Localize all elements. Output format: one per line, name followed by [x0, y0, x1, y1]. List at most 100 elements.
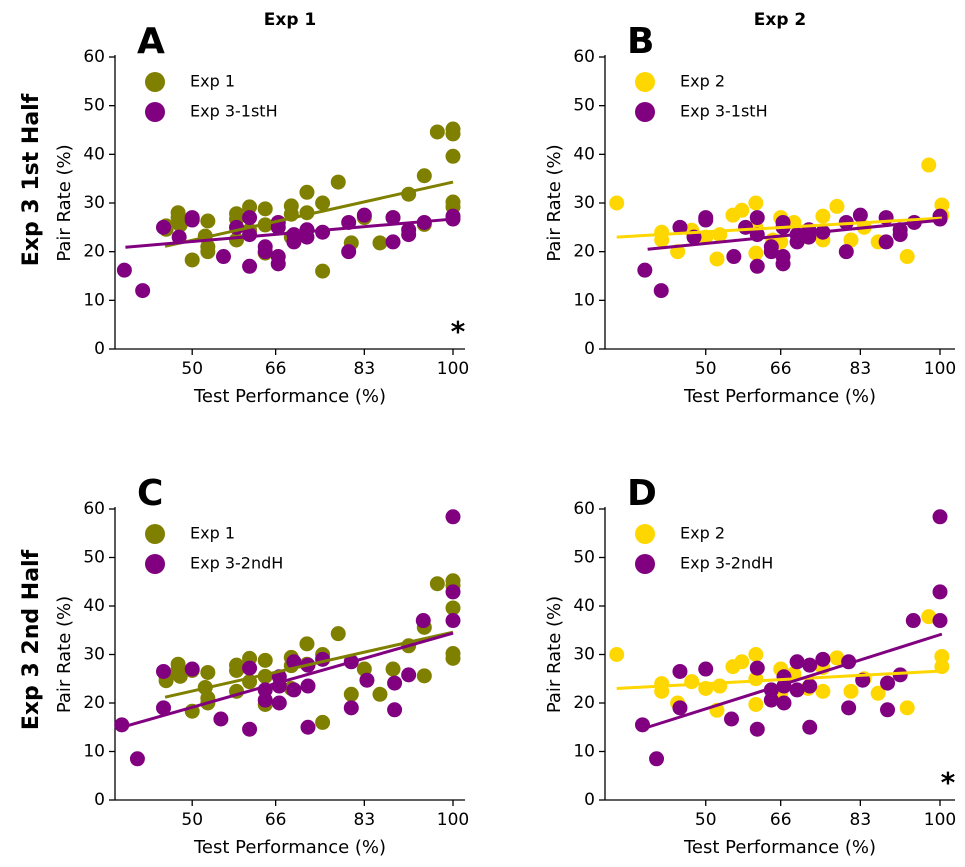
point — [672, 663, 688, 679]
point — [172, 217, 188, 233]
panel-letter: A — [137, 21, 165, 62]
point — [815, 651, 831, 667]
point — [749, 258, 765, 274]
legend-marker — [145, 554, 165, 574]
point — [843, 232, 859, 248]
y-tick-label: 20 — [83, 242, 105, 262]
point — [356, 207, 372, 223]
point — [921, 157, 937, 173]
y-axis-label: Pair Rate (%) — [54, 596, 75, 713]
point — [654, 232, 670, 248]
annotation: * — [451, 315, 466, 348]
fit-line — [647, 218, 943, 251]
point — [315, 263, 331, 279]
y-tick-label: 60 — [83, 47, 105, 67]
point — [300, 719, 316, 735]
point — [649, 751, 665, 767]
row-label: Exp 3 1st Half — [19, 93, 44, 266]
point — [172, 668, 188, 684]
point — [445, 126, 461, 142]
y-tick-label: 40 — [83, 596, 105, 616]
point — [215, 249, 231, 265]
x-tick-label: 50 — [695, 810, 717, 830]
point — [286, 654, 302, 670]
x-tick-label: 100 — [924, 359, 956, 379]
point — [724, 711, 740, 727]
x-axis-label: Test Performance (%) — [193, 837, 386, 858]
point — [843, 683, 859, 699]
point — [401, 227, 417, 243]
panel-letter: B — [627, 21, 654, 62]
point — [200, 213, 216, 229]
x-tick-label: 66 — [265, 810, 287, 830]
y-tick-label: 10 — [573, 290, 595, 310]
y-axis-label: Pair Rate (%) — [544, 596, 565, 713]
point — [815, 208, 831, 224]
y-tick-label: 50 — [573, 548, 595, 568]
y-tick-label: 50 — [573, 96, 595, 116]
point — [905, 613, 921, 629]
point — [257, 652, 273, 668]
x-tick-label: 100 — [924, 810, 956, 830]
legend-marker — [145, 72, 165, 92]
legend-marker — [635, 524, 655, 544]
legend-label: Exp 2 — [680, 524, 725, 543]
point — [270, 219, 286, 235]
point — [748, 696, 764, 712]
point — [653, 283, 669, 299]
x-tick-label: 100 — [437, 359, 469, 379]
panel-letter: D — [627, 473, 657, 514]
point — [445, 613, 461, 629]
point — [712, 678, 728, 694]
point — [899, 700, 915, 716]
point — [445, 509, 461, 525]
point — [429, 124, 445, 140]
point — [200, 244, 216, 260]
y-tick-label: 30 — [83, 193, 105, 213]
point — [870, 685, 886, 701]
point — [330, 174, 346, 190]
point — [257, 692, 273, 708]
point — [749, 721, 765, 737]
point — [880, 675, 896, 691]
x-tick-label: 50 — [181, 810, 203, 830]
y-axis-label: Pair Rate (%) — [54, 144, 75, 261]
x-tick-label: 100 — [437, 810, 469, 830]
y-tick-label: 30 — [83, 645, 105, 665]
point — [156, 219, 172, 235]
y-tick-label: 0 — [94, 339, 105, 359]
point — [257, 201, 273, 217]
point — [789, 654, 805, 670]
point — [789, 682, 805, 698]
column-title: Exp 2 — [754, 10, 807, 30]
x-axis-label: Test Performance (%) — [193, 386, 386, 407]
point — [445, 148, 461, 164]
y-tick-label: 50 — [83, 548, 105, 568]
point — [416, 668, 432, 684]
y-axis-label: Pair Rate (%) — [544, 144, 565, 261]
point — [343, 686, 359, 702]
point — [315, 224, 331, 240]
y-tick-label: 60 — [573, 499, 595, 519]
point — [763, 692, 779, 708]
point — [684, 674, 700, 690]
point — [156, 700, 172, 716]
point — [242, 210, 258, 226]
point — [734, 202, 750, 218]
x-axis-label: Test Performance (%) — [683, 386, 876, 407]
fit-line — [125, 217, 454, 249]
point — [802, 678, 818, 694]
point — [776, 695, 792, 711]
point — [242, 660, 258, 676]
point — [343, 700, 359, 716]
y-tick-label: 40 — [573, 596, 595, 616]
row-label: Exp 3 2nd Half — [19, 549, 44, 730]
legend-label: Exp 3-2ndH — [190, 554, 283, 573]
x-tick-label: 66 — [770, 359, 792, 379]
fit-line — [616, 216, 942, 239]
point — [213, 711, 229, 727]
point — [315, 195, 331, 211]
point — [802, 719, 818, 735]
y-tick-label: 30 — [573, 193, 595, 213]
y-tick-label: 10 — [83, 290, 105, 310]
